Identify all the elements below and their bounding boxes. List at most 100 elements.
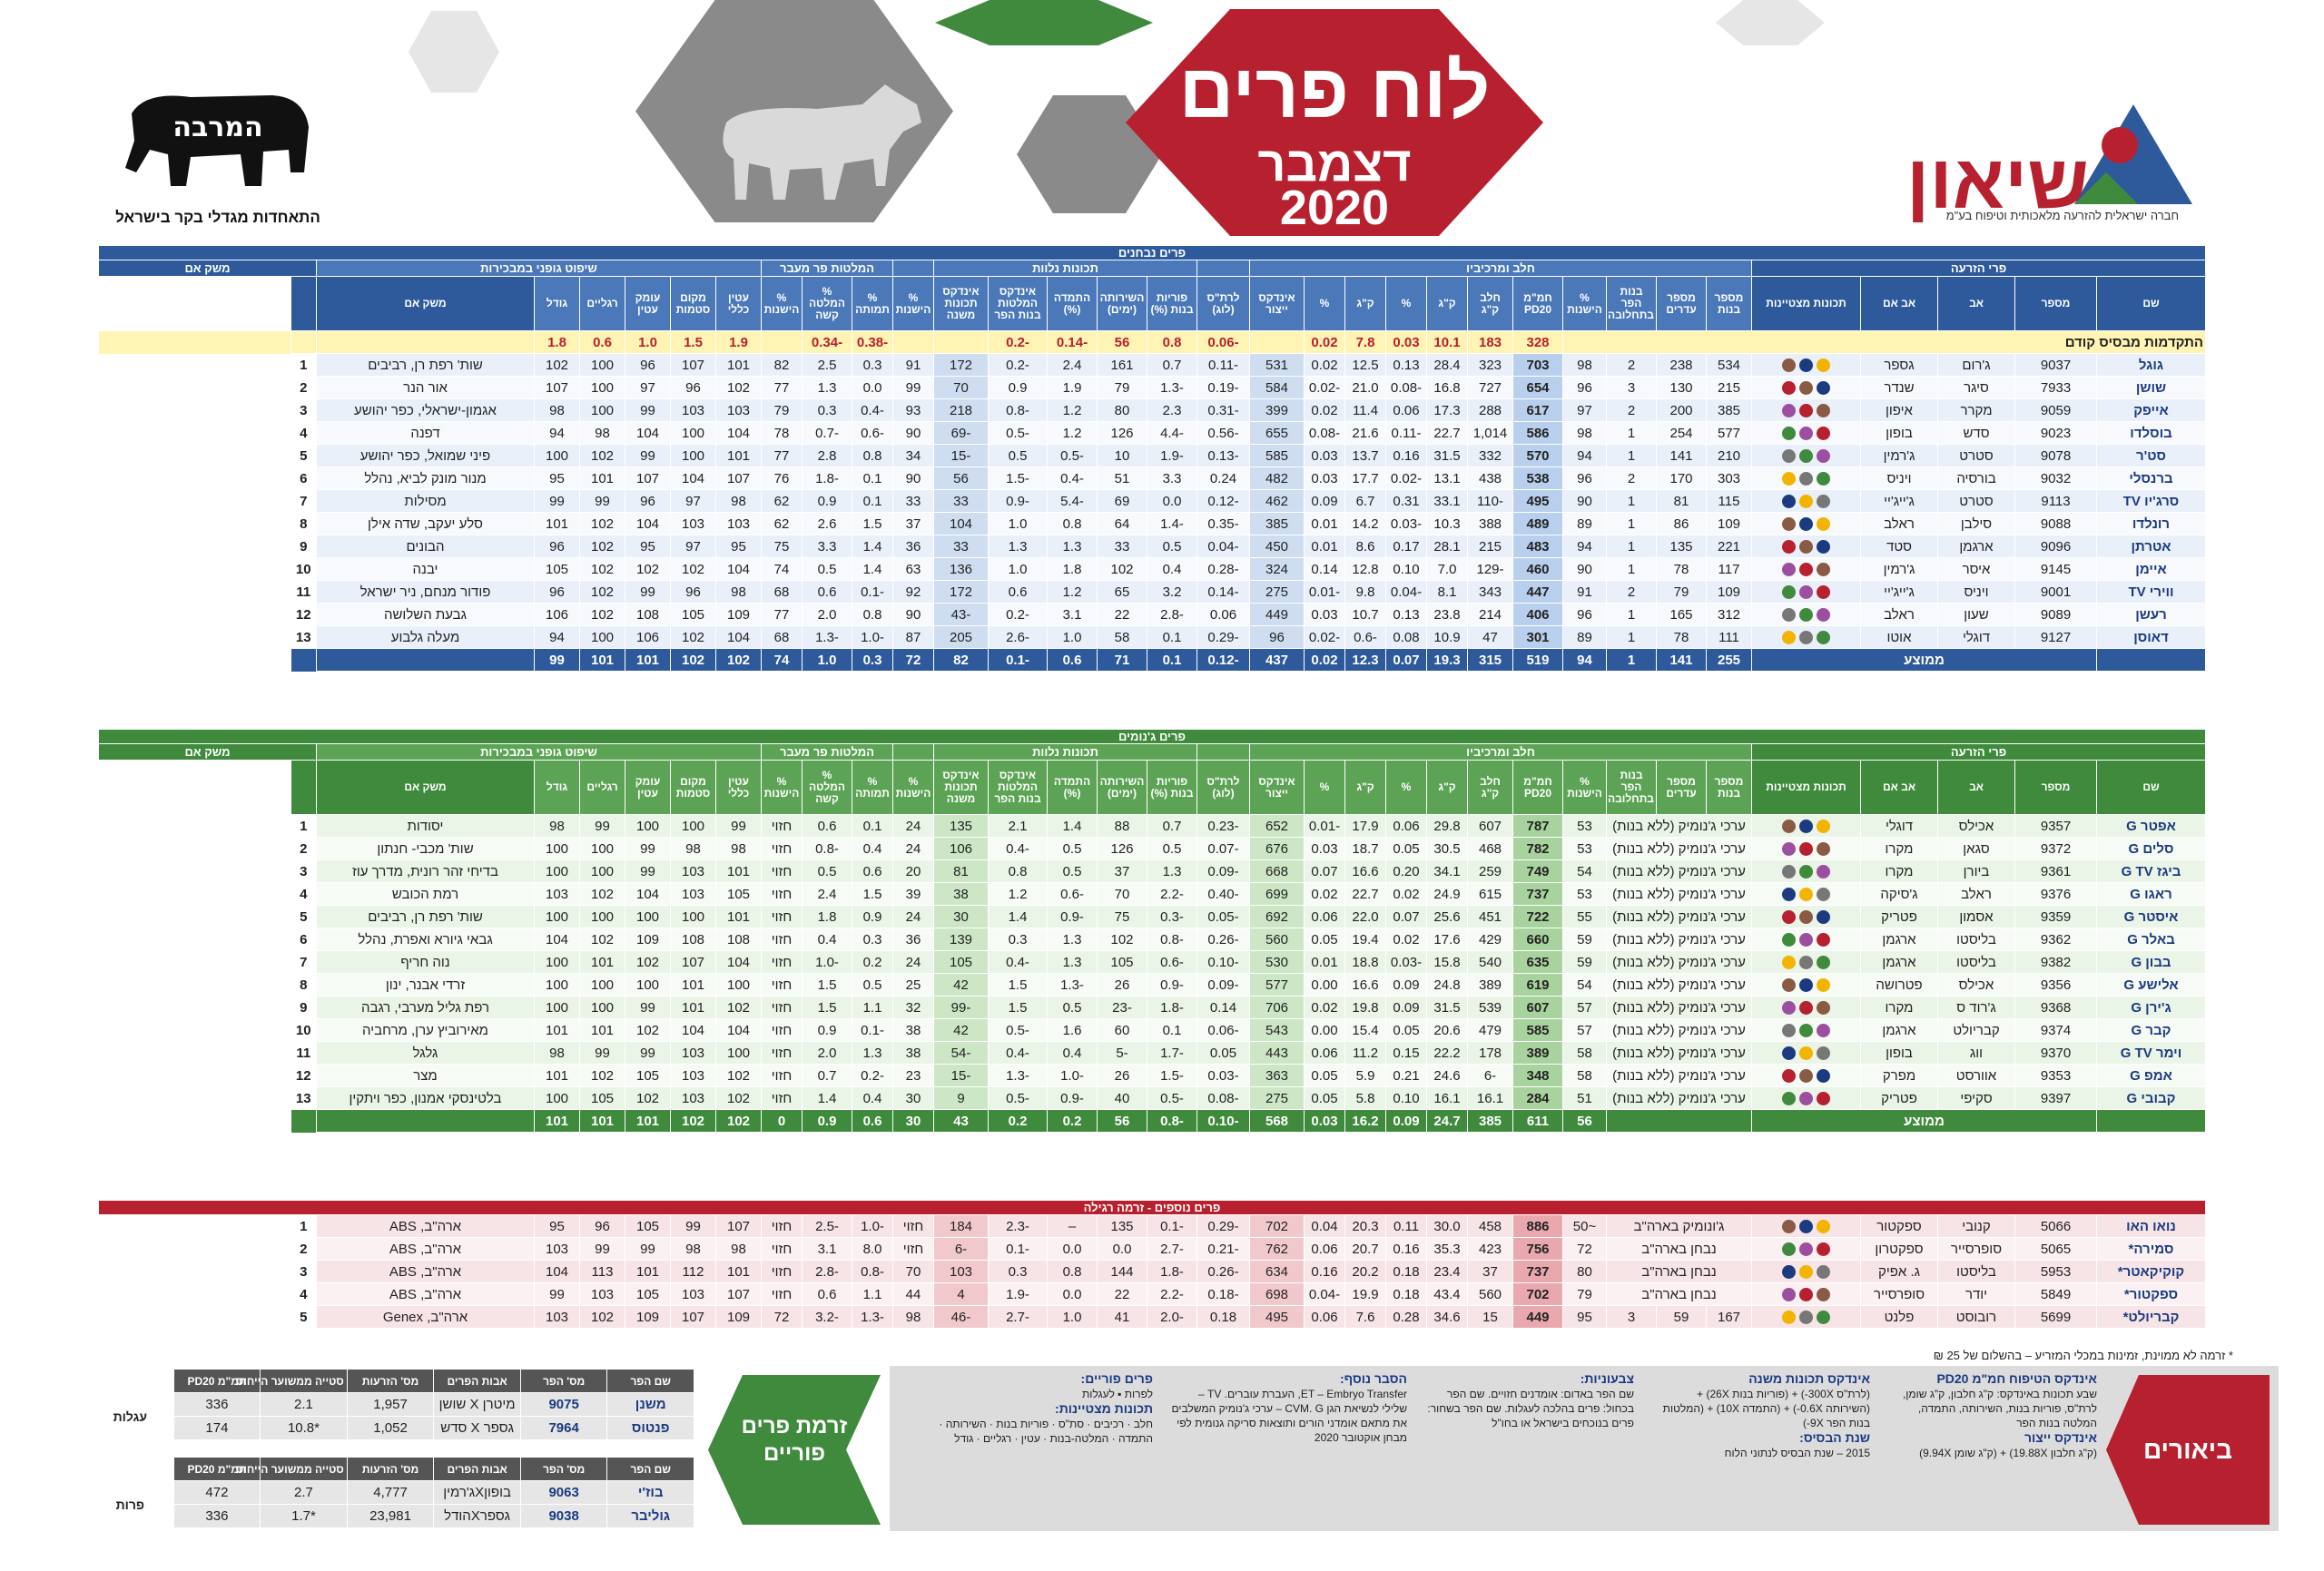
semen-row[interactable]: גוליבר 9038 גספרXהודל 23,981 *1.7 336 xyxy=(87,1504,694,1528)
table-row[interactable]: אייפק 9059 מקרר איפון 385 200 2 97 617 288 17.3 0.0… xyxy=(99,398,2206,422)
genomic-note: ערכי ג'נומיק (ללא בנות) xyxy=(1606,837,1752,860)
data-cell: 135 xyxy=(933,814,989,838)
data-cell: 539 xyxy=(1467,996,1513,1019)
advantage-row: התקדמות מבסיס קודם 328 183 10.1 0.03 7.8 0.02 -… xyxy=(98,330,2206,354)
table-row[interactable]: נואו האו 5066 קנובי ספקטור ג'ונומיק בארה"ב ~5… xyxy=(99,1214,2206,1238)
table-row[interactable]: אלישע G 9356 אכילס פטרושה ערכי ג'נומיק (ללא … xyxy=(99,973,2206,997)
data-cell: 10.3 xyxy=(1426,512,1468,535)
data-cell: 35.3 xyxy=(1426,1237,1468,1261)
table-row[interactable]: ספקטור* 5849 יודר סופרסייר נבחן בארה"ב 79 702 5… xyxy=(99,1282,2206,1306)
table-row[interactable]: סלים G 9372 סגאן מקרו ערכי ג'נומיק (ללא בנות… xyxy=(99,837,2206,860)
average-cell xyxy=(2096,1109,2206,1133)
data-cell: 103 xyxy=(933,1260,989,1283)
advantage-cell: 328 xyxy=(1512,330,1563,354)
data-cell: 16.8 xyxy=(1426,376,1468,399)
bull-number: 5065 xyxy=(2014,1237,2097,1261)
data-cell: 99 xyxy=(625,996,671,1019)
table-row[interactable]: שושן 7933 סיגר שנדר 215 130 3 96 654 727 16.8 -0.08… xyxy=(99,376,2206,399)
sire: סקיפי xyxy=(1937,1086,2015,1110)
semen-row[interactable]: פנטוס 7964 גספר X סדש 1,052 *10.8 174 xyxy=(87,1416,694,1440)
data-cell: -2.7 xyxy=(988,1305,1048,1329)
trait-icons xyxy=(1751,1214,1861,1238)
table-row[interactable]: גוגל 9037 ג'רום גספר 534 238 2 98 703 323 28.4 0.13… xyxy=(99,353,2206,377)
table-row[interactable]: רעשן 9089 שעון ראלב 312 165 1 96 406 214 23.8 0.13 1… xyxy=(99,603,2206,626)
data-cell: 105 xyxy=(534,557,580,581)
table-row[interactable]: רונלדו 9088 סילבן ראלב 109 86 1 89 489 388 10.3 -0.… xyxy=(99,512,2206,535)
data-cell: 21.6 xyxy=(1344,421,1386,445)
table-row[interactable]: באלר G 9362 בליסטו ארגמן ערכי ג'נומיק (ללא ב… xyxy=(99,928,2206,951)
table-row[interactable]: ביגז G TV 9361 ביורן מקרו ערכי ג'נומיק (ללא … xyxy=(99,859,2206,883)
column-header: התמדה (%) xyxy=(1047,276,1098,331)
table-row[interactable]: בוסלדו 9023 סדש בופון 577 254 1 98 586 1,014 22.7-… xyxy=(99,421,2206,445)
table-row[interactable]: ג'ירן G 9368 ג'רוד ס מקרו ערכי ג'נומיק (ללא … xyxy=(99,996,2206,1019)
trait-icons xyxy=(1751,444,1861,467)
group-header-row: פרי הזרעה חלב ומרכיביו תכונות נלוות המלט… xyxy=(98,260,2206,277)
data-cell: 100 xyxy=(534,973,580,997)
trait-icon xyxy=(1782,933,1796,948)
genomic-note: ערכי ג'נומיק (ללא בנות) xyxy=(1606,1064,1752,1087)
data-cell: -1.8 xyxy=(1147,996,1197,1019)
data-cell: 109 xyxy=(625,1305,671,1329)
data-cell: 72 xyxy=(1562,1237,1607,1261)
data-cell: 104 xyxy=(670,1018,716,1042)
data-cell: 17.6 xyxy=(1426,928,1468,951)
bull-name: קבריולט* xyxy=(2096,1305,2206,1329)
data-cell: 37 xyxy=(1097,859,1147,883)
table-row[interactable]: ראגו G 9376 ראלב ג'סיקה ערכי ג'נומיק (ללא בנ… xyxy=(99,882,2206,906)
sire: ביורן xyxy=(1937,859,2015,883)
semen-row[interactable]: משנן 9075 מיטרן X שושן 1,957 2.1 336 עגלות xyxy=(86,1392,694,1440)
data-cell: 586 xyxy=(1512,421,1563,445)
table-row[interactable]: סרג'יו TV 9113 סטרט ג'ייג'יי 115 81 1 90 495 -110… xyxy=(99,489,2206,513)
table-row[interactable]: קבריולט* 5699 רובוסט פלנט 167 59 3 95 449 15 34.6 0… xyxy=(99,1305,2206,1329)
table-row[interactable]: דאוסן 9127 דוגלי אוטו 111 78 1 89 301 47 10.9 0.08-… xyxy=(99,625,2206,649)
data-cell: 0.04 xyxy=(1304,1214,1345,1238)
table-row[interactable]: ווירי TV 9001 ויניס ג'ייג'יי 109 79 2 91 447 343 8… xyxy=(99,580,2206,604)
bull-number: 5066 xyxy=(2014,1214,2097,1238)
advantage-cell: 56 xyxy=(1097,330,1147,354)
genomic-note: ערכי ג'נומיק (ללא בנות) xyxy=(1606,882,1752,906)
row-index: 1 xyxy=(290,1214,317,1238)
data-cell: -1.8 xyxy=(802,466,852,490)
table-row[interactable]: אמפ G 9353 אוורסט מפרק ערכי ג'נומיק (ללא בנו… xyxy=(99,1064,2206,1087)
data-cell: 102 xyxy=(579,557,625,581)
column-header: % הישנות xyxy=(761,276,803,331)
group-header-row: פרי הזרעה חלב ומרכיביו תכונות נלוות המלט… xyxy=(98,743,2206,761)
data-cell: 483 xyxy=(1512,535,1563,558)
table-row[interactable]: אפטר G 9357 אכילס דוגלי ערכי ג'נומיק (ללא בנ… xyxy=(99,814,2206,838)
table-row[interactable]: בבון G 9382 בליסטו ארגמן ערכי ג'נומיק (ללא ב… xyxy=(99,950,2206,974)
table-row[interactable]: סט'ר 9078 סטרט ג'רמין 210 141 1 94 570 332 31.5 0.1… xyxy=(99,444,2206,467)
table-row[interactable]: איסטר G 9359 אסמון פטריק ערכי ג'נומיק (ללא ב… xyxy=(99,905,2206,928)
data-cell: 78 xyxy=(1656,557,1707,581)
group-sire: פרי הזרעה xyxy=(1751,260,2206,277)
table-row[interactable]: קבר G 9374 קבריולט ארגמן ערכי ג'נומיק (ללא ב… xyxy=(99,1018,2206,1042)
table-row[interactable]: סמירה* 5065 סופרסייר ספקטרון נבחן בארה"ב 72 75… xyxy=(99,1237,2206,1261)
trait-icon xyxy=(1782,358,1796,373)
table-row[interactable]: אטרתן 9096 ארגמן סטד 221 135 1 94 483 215 28.1 0.17… xyxy=(99,535,2206,558)
trait-icon xyxy=(1799,404,1813,418)
table-row[interactable]: ברנסלי 9032 בורסיה ויניס 303 170 2 96 538 438 13.1… xyxy=(99,466,2206,490)
data-cell: 570 xyxy=(1512,444,1563,467)
table-row[interactable]: קבובי G 9397 סקיפי פטריק ערכי ג'נומיק (ללא ב… xyxy=(99,1086,2206,1110)
data-cell: 91 xyxy=(892,353,934,377)
mother-farm: הבונים xyxy=(316,535,535,558)
trait-icon xyxy=(1817,563,1830,577)
data-cell: 332 xyxy=(1467,444,1513,467)
semen-cell: *10.8 xyxy=(260,1416,348,1440)
table-row[interactable]: וימר G TV 9370 ווג בופון ערכי ג'נומיק (ללא ב… xyxy=(99,1041,2206,1065)
mother-farm: יבנה xyxy=(316,557,535,581)
data-cell: 28.1 xyxy=(1426,535,1468,558)
data-cell: 388 xyxy=(1467,512,1513,535)
average-cell: 24.7 xyxy=(1426,1109,1468,1133)
table-row[interactable]: קוקיקאטר* 5953 בליסטו ג. אפיק נבחן בארה"ב 80 7… xyxy=(99,1260,2206,1283)
average-cell: 30 xyxy=(892,1109,934,1133)
table-row[interactable]: איימן 9145 איסר ג'רמין 117 78 1 90 460 -129 7.0 0.1… xyxy=(99,557,2206,581)
trait-icon xyxy=(1782,608,1796,623)
row-index: 11 xyxy=(290,1041,317,1065)
semen-row[interactable]: בוז'י 9063 בופוןXג'רמין 4,777 2.7 472 פרות xyxy=(86,1480,694,1528)
data-cell: 0.03 xyxy=(1304,837,1345,860)
data-cell: -0.21 xyxy=(1196,1237,1250,1261)
data-cell: 1.5 xyxy=(988,996,1048,1019)
data-cell: -23 xyxy=(1097,996,1147,1019)
average-cell: 16.2 xyxy=(1344,1109,1386,1133)
column-header: גודל xyxy=(534,760,580,815)
